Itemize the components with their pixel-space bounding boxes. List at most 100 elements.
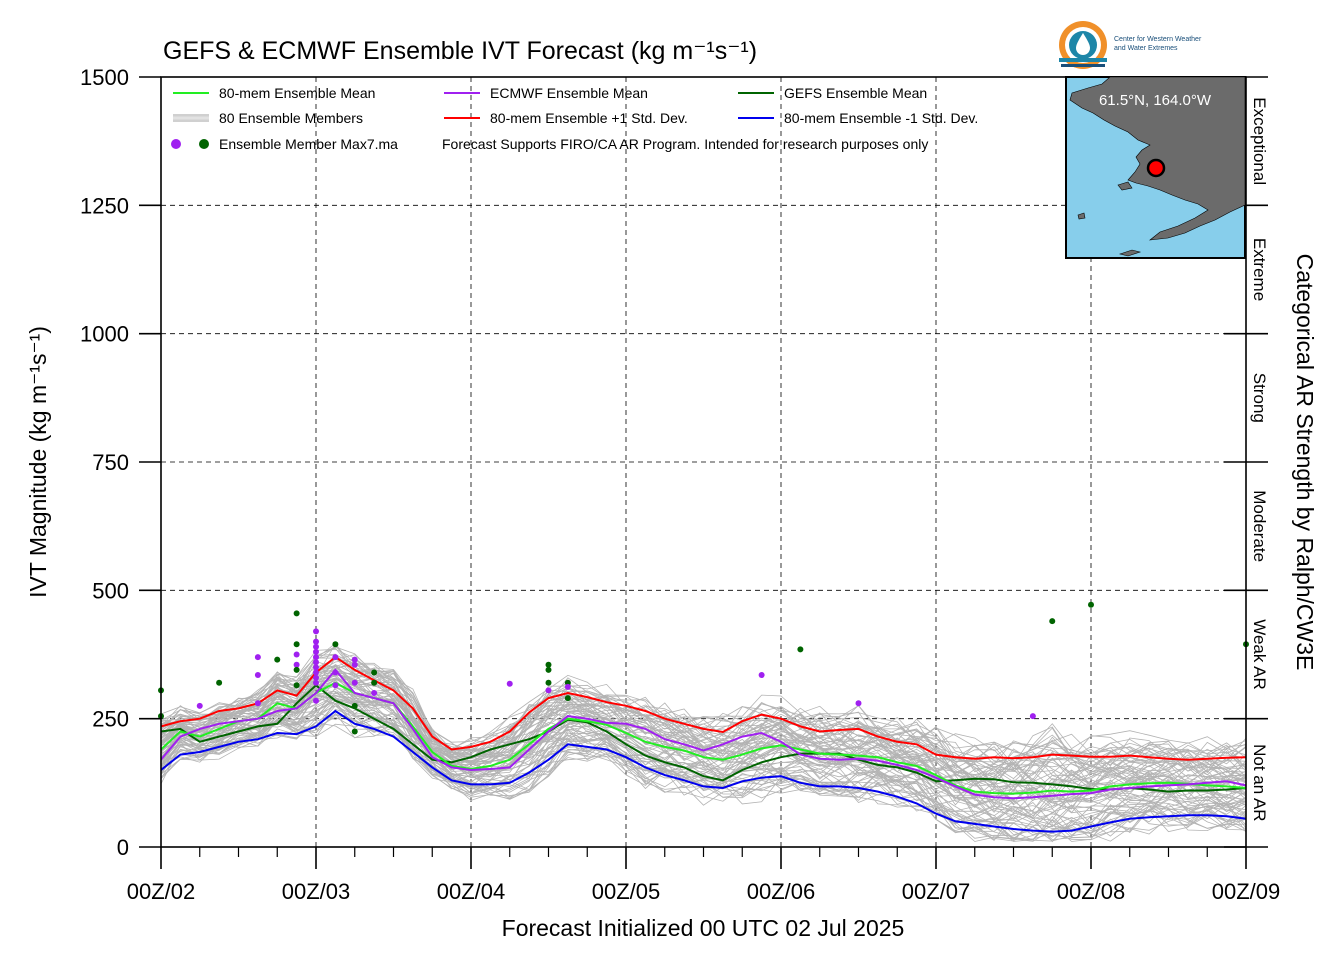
max-point <box>313 659 319 666</box>
max-point <box>545 687 552 694</box>
category-label: Strong <box>1250 373 1269 423</box>
legend-label: 80-mem Ensemble +1 Std. Dev. <box>490 110 688 126</box>
y-tick-label: 750 <box>92 450 129 475</box>
inset-map: 61.5°N, 164.0°W <box>1065 76 1246 259</box>
series-line-80-mem-ensemble-1-std-dev- <box>160 709 1247 833</box>
series-line-80-mem-ensemble-mean <box>160 681 1247 795</box>
ensemble-member-line <box>160 687 1247 824</box>
ensemble-member-line <box>160 646 1247 766</box>
ensemble-member-line <box>160 712 1247 842</box>
max-point <box>758 672 765 679</box>
inset-map-land <box>1069 76 1246 241</box>
ensemble-members <box>160 642 1247 843</box>
right-axis-label: Categorical AR Strength by Ralph/CW3E <box>1292 254 1318 671</box>
max-point <box>196 702 203 709</box>
max-point <box>855 700 862 707</box>
y-tick-label: 500 <box>92 578 129 603</box>
max-point <box>351 679 358 686</box>
max-point <box>293 682 300 689</box>
max-point <box>313 664 319 671</box>
series-line-gefs-ensemble-mean <box>160 683 1247 793</box>
max-point <box>313 638 319 645</box>
logo-text-line2: and Water Extremes <box>1114 45 1178 52</box>
max-point <box>313 643 319 650</box>
legend-label: 80 Ensemble Members <box>219 110 363 126</box>
series-line-80-mem-ensemble-1-std-dev- <box>160 655 1247 761</box>
max-point <box>254 700 261 707</box>
ensemble-member-line <box>160 695 1247 829</box>
inset-map-label: 61.5°N, 164.0°W <box>1099 92 1212 109</box>
legend-label: Ensemble Member Max7.ma <box>219 136 398 152</box>
max-point <box>1088 601 1094 608</box>
max-point <box>313 674 319 681</box>
legend-note: Forecast Supports FIRO/CA AR Program. In… <box>442 136 928 152</box>
max-point <box>293 641 300 648</box>
legend-label: 80-mem Ensemble -1 Std. Dev. <box>784 110 978 126</box>
ensemble-member-line <box>160 678 1247 806</box>
max-point <box>293 651 300 658</box>
max-point <box>506 680 513 687</box>
max-point <box>293 666 300 673</box>
chart-title: GEFS & ECMWF Ensemble IVT Forecast (kg m… <box>163 37 757 65</box>
ensemble-member-line <box>160 695 1247 820</box>
max-point <box>351 728 358 735</box>
right-category-axis: Not an AR Weak AR Moderate Strong Extreme Exc… <box>1224 76 1269 848</box>
max-point <box>371 669 378 676</box>
x-tick-label: 00Z/09 <box>1212 879 1281 904</box>
legend: 80-mem Ensemble Mean ECMWF Ensemble Mean G… <box>171 85 978 152</box>
x-tick-label: 00Z/05 <box>592 879 661 904</box>
max-point <box>1029 713 1036 720</box>
ensemble-member-line <box>160 679 1247 792</box>
y-axis: 0 250 500 750 1000 1250 1500 <box>80 65 161 860</box>
max-point <box>313 654 319 661</box>
ensemble-member-line <box>160 696 1247 824</box>
ensemble-member-line <box>160 705 1247 842</box>
max-point <box>313 697 319 704</box>
ensemble-member-line <box>160 719 1247 841</box>
x-axis: 00Z/02 00Z/03 00Z/04 00Z/05 00Z/06 00Z/07 00Z/… <box>127 847 1281 904</box>
max-point <box>313 669 319 676</box>
cw3e-logo: Center for Western Weather and Water Ext… <box>1059 21 1202 69</box>
max-point <box>293 610 300 617</box>
ensemble-max-points <box>158 601 1249 735</box>
legend-dot-ecmwf <box>171 139 181 149</box>
category-label: Moderate <box>1250 490 1269 562</box>
legend-dot-gefs <box>199 139 209 149</box>
y-tick-label: 0 <box>117 835 129 860</box>
legend-label: ECMWF Ensemble Mean <box>490 85 648 101</box>
ensemble-member-line <box>160 692 1247 824</box>
y-axis-label: IVT Magnitude (kg m⁻¹s⁻¹) <box>25 326 51 598</box>
water-drop-icon <box>1076 33 1090 55</box>
max-point <box>545 679 552 686</box>
x-axis-label: Forecast Initialized 00 UTC 02 Jul 2025 <box>502 915 905 941</box>
x-tick-label: 00Z/04 <box>437 879 506 904</box>
location-marker-icon <box>1146 158 1166 178</box>
max-point <box>351 656 358 663</box>
ensemble-member-line <box>160 691 1247 805</box>
category-label: Not an AR <box>1250 744 1269 822</box>
max-point <box>564 679 571 686</box>
y-tick-label: 1250 <box>80 193 129 218</box>
x-tick-label: 00Z/03 <box>282 879 351 904</box>
category-label: Weak AR <box>1250 619 1269 690</box>
x-tick-label: 00Z/06 <box>747 879 816 904</box>
y-tick-label: 250 <box>92 707 129 732</box>
max-point <box>545 661 552 668</box>
category-label: Extreme <box>1250 238 1269 301</box>
x-tick-label: 00Z/08 <box>1057 879 1126 904</box>
max-point <box>564 695 571 702</box>
y-tick-label: 1500 <box>80 65 129 90</box>
max-point <box>216 679 223 686</box>
ensemble-member-line <box>160 699 1247 841</box>
max-point <box>564 683 571 690</box>
max-point <box>313 679 319 686</box>
max-point <box>371 690 378 696</box>
legend-label: GEFS Ensemble Mean <box>784 85 927 101</box>
max-point <box>545 666 552 673</box>
max-point <box>332 682 339 689</box>
max-point <box>254 654 261 661</box>
ensemble-member-line <box>160 661 1247 773</box>
max-point <box>351 661 358 668</box>
max-point <box>797 646 804 653</box>
